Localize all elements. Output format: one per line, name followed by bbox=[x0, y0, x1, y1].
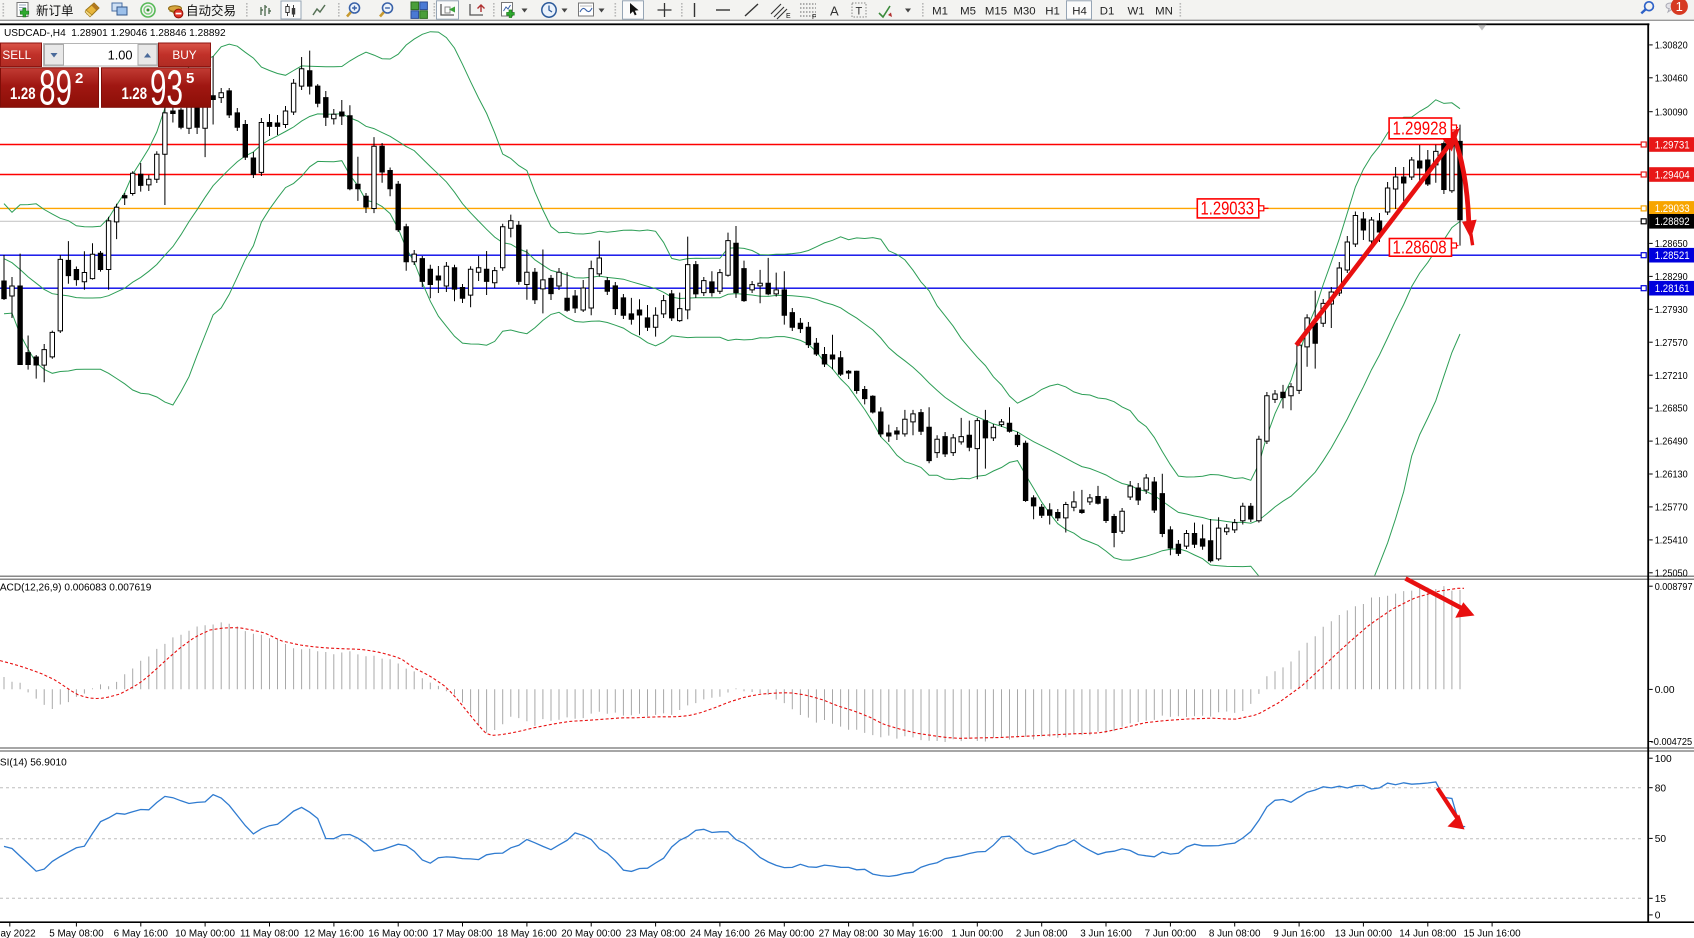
svg-text:D1: D1 bbox=[1100, 6, 1115, 18]
svg-text:1.29033: 1.29033 bbox=[1655, 203, 1690, 215]
svg-text:SELL: SELL bbox=[2, 48, 31, 62]
svg-text:1.27930: 1.27930 bbox=[1655, 305, 1688, 316]
svg-text:H1: H1 bbox=[1045, 6, 1060, 18]
svg-text:BUY: BUY bbox=[172, 48, 196, 62]
svg-text:E: E bbox=[786, 13, 791, 20]
svg-text:4 May 2022: 4 May 2022 bbox=[0, 929, 36, 938]
svg-text:1.28161: 1.28161 bbox=[1655, 283, 1690, 295]
svg-text:0: 0 bbox=[1655, 911, 1661, 922]
svg-text:6 May 16:00: 6 May 16:00 bbox=[114, 929, 169, 938]
svg-text:0.008797: 0.008797 bbox=[1655, 582, 1693, 593]
svg-text:1.25050: 1.25050 bbox=[1655, 568, 1688, 579]
svg-text:5 May 08:00: 5 May 08:00 bbox=[49, 929, 104, 938]
svg-text:1.25410: 1.25410 bbox=[1655, 536, 1688, 547]
svg-text:1.30820: 1.30820 bbox=[1655, 41, 1688, 52]
svg-text:1.00: 1.00 bbox=[108, 48, 133, 63]
svg-text:MN: MN bbox=[1155, 6, 1173, 18]
svg-text:1.29928: 1.29928 bbox=[1393, 119, 1447, 139]
svg-text:1.27570: 1.27570 bbox=[1655, 338, 1688, 349]
svg-text:1.27210: 1.27210 bbox=[1655, 371, 1688, 382]
svg-text:89: 89 bbox=[39, 61, 72, 116]
svg-text:1: 1 bbox=[1676, 0, 1683, 14]
svg-text:1.28521: 1.28521 bbox=[1655, 250, 1690, 262]
svg-text:50: 50 bbox=[1655, 834, 1667, 845]
svg-text:M5: M5 bbox=[960, 6, 976, 18]
svg-text:1.28290: 1.28290 bbox=[1655, 272, 1688, 283]
svg-text:80: 80 bbox=[1655, 783, 1667, 794]
svg-text:100: 100 bbox=[1655, 754, 1672, 765]
svg-text:24 May 16:00: 24 May 16:00 bbox=[690, 929, 750, 938]
svg-text:12 May 16:00: 12 May 16:00 bbox=[304, 929, 364, 938]
svg-text:A: A bbox=[830, 4, 839, 19]
svg-text:16 May 00:00: 16 May 00:00 bbox=[368, 929, 428, 938]
svg-text:RSI(14) 56.9010: RSI(14) 56.9010 bbox=[0, 757, 67, 768]
svg-text:2 Jun 08:00: 2 Jun 08:00 bbox=[1016, 929, 1068, 938]
svg-text:93: 93 bbox=[150, 61, 183, 116]
svg-text:1.29731: 1.29731 bbox=[1655, 139, 1690, 151]
svg-text:1 Jun 00:00: 1 Jun 00:00 bbox=[951, 929, 1003, 938]
svg-text:M15: M15 bbox=[985, 6, 1007, 18]
svg-text:1.28608: 1.28608 bbox=[1393, 238, 1447, 258]
svg-text:M30: M30 bbox=[1013, 6, 1035, 18]
svg-text:1.28: 1.28 bbox=[122, 84, 148, 103]
svg-text:17 May 08:00: 17 May 08:00 bbox=[433, 929, 493, 938]
svg-text:18 May 16:00: 18 May 16:00 bbox=[497, 929, 557, 938]
svg-text:新订单: 新订单 bbox=[36, 3, 74, 18]
svg-text:1.29404: 1.29404 bbox=[1655, 169, 1690, 181]
svg-text:14 Jun 08:00: 14 Jun 08:00 bbox=[1399, 929, 1457, 938]
svg-text:USDCAD-,H4 1.28901 1.29046 1.: USDCAD-,H4 1.28901 1.29046 1.28846 1.288… bbox=[4, 28, 226, 39]
svg-text:30 May 16:00: 30 May 16:00 bbox=[883, 929, 943, 938]
svg-text:H4: H4 bbox=[1072, 6, 1087, 18]
svg-text:7 Jun 00:00: 7 Jun 00:00 bbox=[1145, 929, 1197, 938]
svg-text:23 May 08:00: 23 May 08:00 bbox=[626, 929, 686, 938]
svg-text:自动交易: 自动交易 bbox=[186, 3, 236, 18]
svg-text:8 Jun 08:00: 8 Jun 08:00 bbox=[1209, 929, 1261, 938]
svg-text:-0.004725: -0.004725 bbox=[1651, 737, 1693, 748]
svg-text:1.28650: 1.28650 bbox=[1655, 239, 1688, 250]
svg-text:F: F bbox=[812, 14, 816, 21]
svg-text:11 May 08:00: 11 May 08:00 bbox=[240, 929, 300, 938]
svg-text:27 May 08:00: 27 May 08:00 bbox=[819, 929, 879, 938]
svg-text:15: 15 bbox=[1655, 894, 1667, 905]
svg-text:20 May 00:00: 20 May 00:00 bbox=[561, 929, 621, 938]
svg-text:1.25770: 1.25770 bbox=[1655, 503, 1688, 514]
svg-text:2: 2 bbox=[75, 70, 83, 87]
svg-text:1.28892: 1.28892 bbox=[1655, 216, 1690, 228]
svg-text:13 Jun 00:00: 13 Jun 00:00 bbox=[1335, 929, 1393, 938]
svg-text:1.26490: 1.26490 bbox=[1655, 437, 1688, 448]
svg-text:15 Jun 16:00: 15 Jun 16:00 bbox=[1464, 929, 1522, 938]
svg-text:3 Jun 16:00: 3 Jun 16:00 bbox=[1080, 929, 1132, 938]
svg-text:26 May 00:00: 26 May 00:00 bbox=[754, 929, 814, 938]
svg-text:1.29033: 1.29033 bbox=[1201, 199, 1255, 219]
svg-text:T: T bbox=[856, 6, 863, 18]
svg-text:1.30090: 1.30090 bbox=[1655, 107, 1688, 118]
svg-text:W1: W1 bbox=[1127, 6, 1144, 18]
svg-text:1.30460: 1.30460 bbox=[1655, 73, 1688, 84]
svg-text:5: 5 bbox=[186, 70, 194, 87]
svg-text:1.26130: 1.26130 bbox=[1655, 470, 1688, 481]
svg-text:10 May 00:00: 10 May 00:00 bbox=[175, 929, 235, 938]
svg-text:1.28: 1.28 bbox=[10, 84, 36, 103]
svg-text:1.26850: 1.26850 bbox=[1655, 404, 1688, 415]
svg-text:0.00: 0.00 bbox=[1655, 685, 1675, 696]
svg-text:MACD(12,26,9) 0.006083 0.00761: MACD(12,26,9) 0.006083 0.007619 bbox=[0, 583, 152, 594]
svg-text:9 Jun 16:00: 9 Jun 16:00 bbox=[1273, 929, 1325, 938]
svg-text:M1: M1 bbox=[932, 6, 948, 18]
